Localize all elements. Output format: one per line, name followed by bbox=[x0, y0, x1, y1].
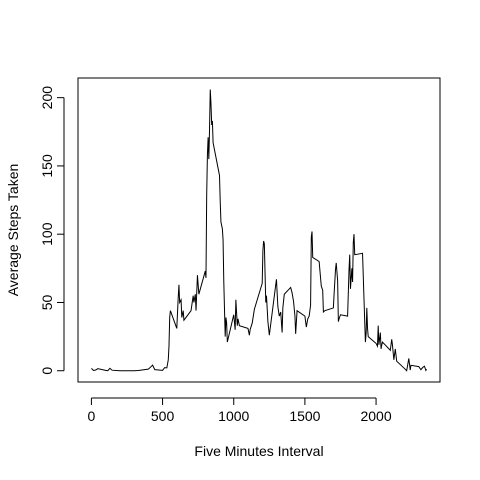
x-tick-label: 1500 bbox=[289, 408, 320, 424]
y-tick-label: 100 bbox=[39, 222, 55, 246]
y-tick-label: 50 bbox=[39, 294, 55, 310]
x-tick-label: 0 bbox=[88, 408, 96, 424]
y-tick-label: 150 bbox=[39, 154, 55, 178]
x-tick-label: 500 bbox=[151, 408, 175, 424]
y-axis-label: Average Steps Taken bbox=[5, 164, 21, 297]
x-tick-label: 2000 bbox=[360, 408, 391, 424]
data-line bbox=[91, 89, 428, 372]
y-tick-label: 200 bbox=[39, 86, 55, 110]
x-tick-label: 1000 bbox=[218, 408, 249, 424]
x-axis-label: Five Minutes Interval bbox=[194, 443, 323, 459]
plot-box bbox=[77, 77, 441, 383]
y-tick-label: 0 bbox=[39, 367, 55, 375]
